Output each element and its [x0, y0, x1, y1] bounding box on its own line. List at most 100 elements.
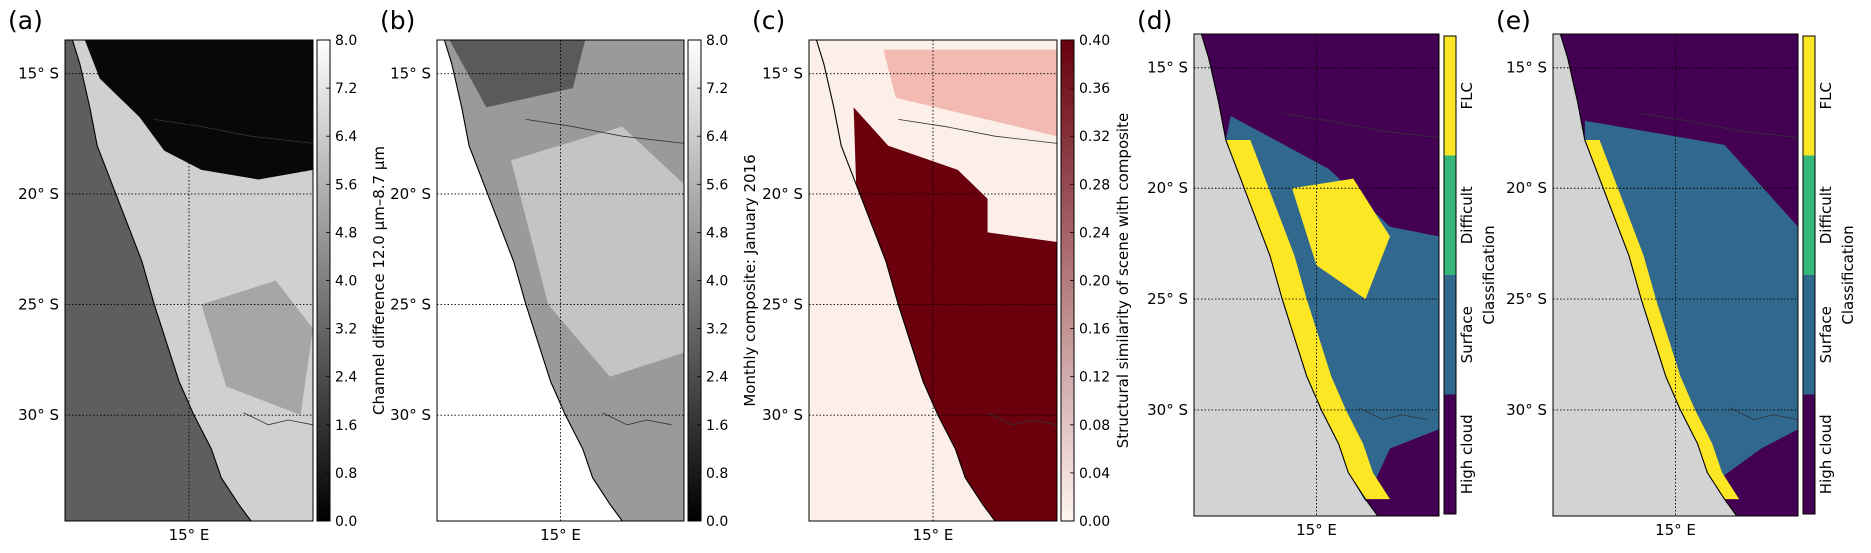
land-texture-dark — [449, 40, 586, 108]
colorbar-tick-label: 0.08 — [1079, 418, 1110, 434]
lon-tick-label: 15° E — [1296, 521, 1337, 539]
colorbar-class-label: High cloud — [1817, 414, 1835, 494]
coastline — [815, 40, 996, 521]
colorbar-segment — [1444, 394, 1456, 514]
colorbar-tick-label: 1.6 — [706, 418, 728, 434]
colorbar-frame — [1443, 35, 1457, 515]
colorbar-tick-label: 8.0 — [335, 33, 357, 49]
map-frame — [64, 39, 314, 522]
colorbar-tick-label: 0.20 — [1079, 274, 1110, 290]
colorbar-tick-label: 7.2 — [335, 81, 357, 97]
colorbar-label: Structural similarity of scene with comp… — [1114, 113, 1132, 448]
colorbar-label: Classification — [1839, 225, 1857, 324]
lon-tick-label: 15° E — [1655, 521, 1696, 539]
colorbar-tick-label: 0.16 — [1079, 322, 1110, 338]
colorbar-tick-label: 2.4 — [335, 370, 357, 386]
colorbar-segment — [1803, 155, 1815, 275]
colorbar-class-label: FLC — [1458, 82, 1476, 109]
colorbar-class-label: Surface — [1458, 306, 1476, 363]
colorbar-label: Channel difference 12.0 μm–8.7 μm — [370, 146, 388, 415]
lat-tick-label: 30° S — [762, 406, 803, 424]
panel-d: (d) 15° S 20° S 25° S 30° S 15° E FLC Difficult… — [1137, 6, 1498, 539]
lat-tick-label: 25° S — [18, 296, 59, 314]
colorbar-tick-label: 4.0 — [706, 274, 728, 290]
border-line — [602, 412, 672, 426]
lat-tick-label: 15° S — [1506, 59, 1547, 77]
panel-e: (e) 15° S 20° S 25° S 30° S 15° E FLC Difficult… — [1496, 6, 1857, 539]
flc-area — [1584, 140, 1740, 500]
lon-tick-label: 15° E — [169, 526, 210, 544]
border-line — [987, 412, 1057, 426]
colorbar-tick-label: 4.8 — [706, 225, 728, 241]
lat-tick-label: 15° S — [390, 65, 431, 83]
panel-b: (b) 15° S 20° S 25° S 30° S 15° E 8.0 7.2 6.4 5.6… — [380, 6, 759, 544]
surface-area — [1584, 120, 1798, 483]
colorbar-tick-label: 6.4 — [706, 129, 728, 145]
map-area — [1553, 34, 1798, 516]
map-area — [1194, 34, 1439, 516]
lat-tick-label: 20° S — [390, 185, 431, 203]
panel-letter: (b) — [380, 6, 415, 35]
colorbar-tick-label: 0.32 — [1079, 129, 1110, 145]
colorbar-class-label: Surface — [1817, 306, 1835, 363]
border-line — [1282, 113, 1439, 139]
lat-tick-label: 20° S — [762, 185, 803, 203]
flc-area-inland — [1292, 178, 1390, 300]
colorbar-segment — [1803, 275, 1815, 395]
lat-tick-label: 25° S — [1506, 290, 1547, 308]
panel-a: (a) 15° S 20° S 25° S 30° S 15° E 8.0 7.2 6.4 5.6… — [8, 6, 388, 544]
colorbar-tick-label: 5.6 — [706, 177, 728, 193]
panel-letter: (e) — [1496, 6, 1531, 35]
colorbar-tick-label: 0.12 — [1079, 370, 1110, 386]
colorbar-tick-label: 7.2 — [706, 81, 728, 97]
colorbar-tick-label: 4.0 — [335, 274, 357, 290]
colorbar-frame — [1802, 35, 1816, 515]
colorbar-tick-label: 0.8 — [706, 466, 728, 482]
colorbar-tick-label: 0.40 — [1079, 33, 1110, 49]
map-frame — [436, 39, 685, 522]
colorbar-class-label: Difficult — [1817, 186, 1835, 244]
colorbar-tick-label: 0.8 — [335, 466, 357, 482]
map-area — [809, 40, 1057, 521]
map-frame — [1552, 33, 1799, 517]
colorbar: FLC Difficult Surface High cloud Classificat… — [1802, 35, 1857, 515]
colorbar-tick-label: 0.04 — [1079, 466, 1110, 482]
panel-letter: (a) — [8, 6, 43, 35]
colorbar-segment — [1803, 394, 1815, 514]
colorbar-segment — [1444, 155, 1456, 275]
colorbar-class-label: Difficult — [1458, 186, 1476, 244]
colorbar-label: Classification — [1480, 225, 1498, 324]
colorbar: 0.40 0.36 0.32 0.28 0.24 0.20 0.16 0.12 0.08 0.04… — [1060, 33, 1132, 530]
colorbar-tick-label: 0.28 — [1079, 177, 1110, 193]
border-line — [525, 118, 684, 144]
colorbar-tick-label: 2.4 — [706, 370, 728, 386]
coastline — [71, 40, 252, 521]
lat-tick-label: 20° S — [1147, 179, 1188, 197]
flc-area — [1225, 140, 1390, 500]
border-line — [1729, 407, 1798, 421]
border-line — [154, 118, 313, 144]
land-texture — [511, 126, 684, 377]
panel-letter: (c) — [752, 6, 785, 35]
lat-tick-label: 30° S — [18, 406, 59, 424]
surface-area — [1225, 115, 1439, 502]
colorbar-segment — [1444, 36, 1456, 156]
lon-tick-label: 15° E — [540, 526, 581, 544]
lat-tick-label: 20° S — [1506, 179, 1547, 197]
map-area — [65, 40, 313, 521]
map-area — [437, 40, 684, 521]
colorbar-tick-label: 4.8 — [335, 225, 357, 241]
border-line — [1641, 113, 1798, 139]
colorbar-segment — [1444, 275, 1456, 395]
colorbar-segment — [1803, 36, 1815, 156]
map-frame — [1193, 33, 1440, 517]
colorbar-tick-label: 3.2 — [335, 322, 357, 338]
colorbar-tick-label: 8.0 — [706, 33, 728, 49]
lat-tick-label: 25° S — [390, 296, 431, 314]
lat-tick-label: 30° S — [1147, 401, 1188, 419]
lat-tick-label: 20° S — [18, 185, 59, 203]
map-frame — [808, 39, 1058, 522]
colorbar-class-label: High cloud — [1458, 414, 1476, 494]
colorbar-tick-label: 0.24 — [1079, 225, 1110, 241]
